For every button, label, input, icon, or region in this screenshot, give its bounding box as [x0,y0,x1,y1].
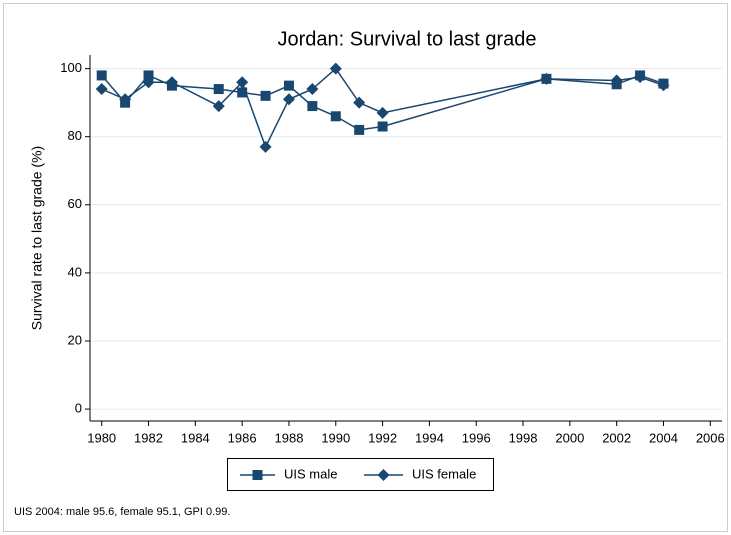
x-tick-label: 1998 [509,430,538,445]
marker [259,140,272,153]
marker [236,76,249,89]
x-tick-label: 1988 [275,430,304,445]
marker [142,76,155,89]
marker [237,87,248,98]
marker [353,96,366,109]
marker [540,72,553,85]
legend-male: UIS male [240,466,337,481]
legend-marker [377,469,390,481]
marker [354,124,365,135]
marker [143,70,154,81]
y-tick-label: 60 [68,196,82,211]
marker [213,84,224,95]
y-axis-label: Survival rate to last grade (%) [29,146,45,330]
series-line [101,67,664,149]
marker [307,101,318,112]
x-tick-label: 1980 [87,430,116,445]
legend-label: UIS female [412,466,476,481]
y-tick-label: 20 [68,332,82,347]
frame [3,3,728,532]
legend-female: UIS female [364,466,476,481]
marker [283,80,294,91]
marker [634,71,647,84]
marker [610,74,623,87]
x-tick-label: 1992 [368,430,397,445]
x-tick-label: 2002 [602,430,631,445]
marker [282,93,295,106]
marker [260,90,271,101]
x-tick-label: 1990 [321,430,350,445]
marker [330,111,341,122]
marker [306,83,319,96]
x-tick-label: 1996 [462,430,491,445]
y-tick-label: 80 [68,128,82,143]
marker [657,79,670,92]
legend-label: UIS male [284,466,337,481]
marker [376,106,389,119]
x-tick-label: 1986 [228,430,257,445]
x-tick-label: 2004 [649,430,678,445]
x-tick-label: 1984 [181,430,210,445]
marker [95,83,108,96]
y-tick-label: 0 [75,401,82,416]
marker [329,62,342,75]
x-tick-label: 2000 [555,430,584,445]
marker [119,93,132,106]
x-tick-label: 1982 [134,430,163,445]
legend-marker [252,470,263,480]
marker [96,70,107,81]
chart-title: Jordan: Survival to last grade [277,28,536,50]
note: UIS 2004: male 95.6, female 95.1, GPI 0.… [14,506,230,518]
y-tick-label: 40 [68,264,82,279]
marker [212,100,225,113]
marker [377,121,388,132]
series-line [101,74,664,131]
marker [165,76,178,89]
x-tick-label: 1994 [415,430,444,445]
x-tick-label: 2006 [696,430,725,445]
y-tick-label: 100 [60,60,82,75]
